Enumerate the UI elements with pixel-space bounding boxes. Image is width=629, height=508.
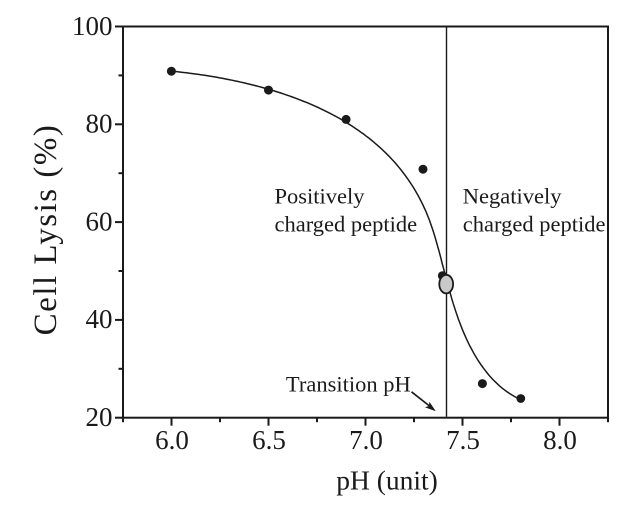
svg-text:Transition pH: Transition pH xyxy=(286,372,411,397)
svg-text:Negatively: Negatively xyxy=(463,184,562,209)
svg-text:8.0: 8.0 xyxy=(543,425,577,455)
svg-text:100: 100 xyxy=(72,11,113,41)
svg-text:80: 80 xyxy=(86,109,113,139)
svg-text:20: 20 xyxy=(86,402,113,432)
svg-text:6.5: 6.5 xyxy=(252,425,286,455)
svg-text:6.0: 6.0 xyxy=(155,425,189,455)
svg-text:7.5: 7.5 xyxy=(446,425,480,455)
svg-text:pH (unit): pH (unit) xyxy=(336,465,438,496)
svg-text:charged peptide: charged peptide xyxy=(275,212,418,237)
svg-text:60: 60 xyxy=(86,206,113,236)
svg-text:7.0: 7.0 xyxy=(349,425,383,455)
svg-text:40: 40 xyxy=(86,304,113,334)
svg-text:Positively: Positively xyxy=(275,184,366,209)
svg-text:Cell Lysis (%): Cell Lysis (%) xyxy=(28,124,64,336)
svg-text:charged peptide: charged peptide xyxy=(463,212,606,237)
